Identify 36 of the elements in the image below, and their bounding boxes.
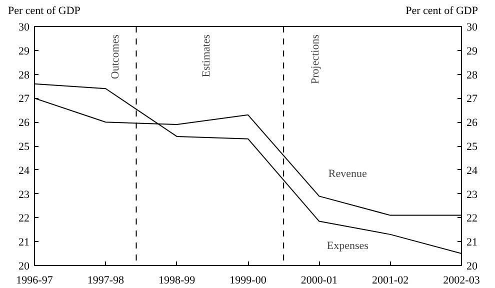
y2-tick-label: 30: [466, 22, 478, 34]
y2-axis-title: Per cent of GDP: [406, 4, 478, 19]
y2-tick-label: 28: [466, 69, 478, 82]
x-tick-label: 1998-99: [158, 274, 196, 286]
y-tick-label: 22: [18, 212, 30, 225]
y-tick-label: 29: [18, 45, 30, 58]
y2-tick-label: 29: [466, 45, 478, 58]
y-tick-label: 23: [18, 188, 30, 201]
y2-tick-label: 22: [466, 212, 478, 225]
annotation: Projections: [310, 34, 322, 84]
y-tick-label: 24: [18, 164, 30, 177]
x-tick-label: 1997-98: [87, 274, 124, 286]
x-tick-label: 1996-97: [16, 274, 54, 286]
y2-tick-label: 23: [466, 188, 478, 201]
x-tick-label: 2000-01: [300, 274, 338, 286]
series-label: Revenue: [328, 168, 367, 180]
y-tick-label: 30: [18, 22, 30, 34]
y2-tick-label: 24: [466, 164, 478, 177]
y2-tick-label: 25: [466, 141, 478, 153]
series-label: Expenses: [326, 240, 368, 252]
x-tick-label: 1999-00: [230, 274, 267, 286]
y-tick-label: 27: [18, 93, 30, 106]
y-tick-label: 21: [18, 236, 30, 249]
y-tick-label: 28: [18, 69, 30, 82]
y2-tick-label: 26: [466, 117, 478, 130]
y-axis-title: Per cent of GDP: [8, 4, 80, 19]
y-tick-label: 26: [18, 117, 30, 130]
y-tick-label: 25: [18, 141, 30, 153]
x-tick-label: 2002-03: [443, 274, 480, 286]
y2-tick-label: 21: [466, 236, 478, 249]
y2-tick-label: 27: [466, 93, 478, 106]
annotation: Outcomes: [110, 34, 122, 80]
y2-tick-label: 20: [466, 260, 478, 272]
annotation: Estimates: [200, 34, 213, 78]
y-tick-label: 20: [18, 260, 30, 272]
x-tick-label: 2001-02: [372, 274, 409, 286]
